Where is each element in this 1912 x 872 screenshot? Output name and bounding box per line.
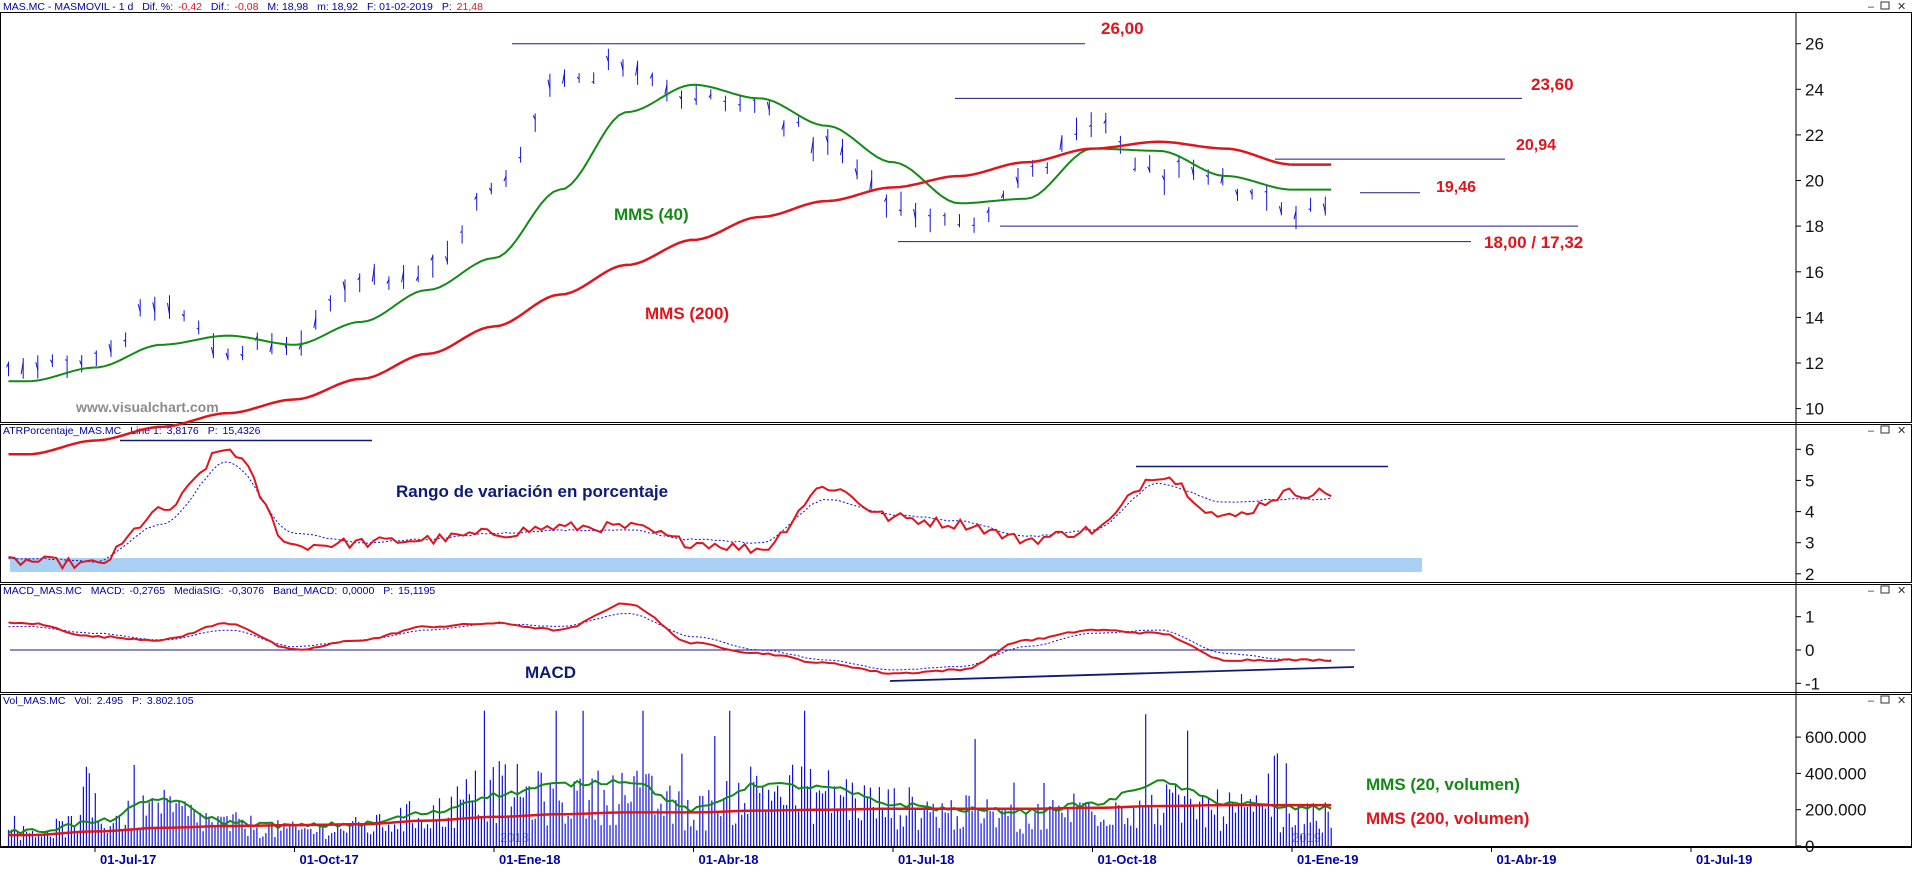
price-bar-tick: [65, 360, 67, 361]
atr-panel-controls[interactable]: ‒ ✕: [1868, 425, 1906, 437]
atr-annotation: Rango de variación en porcentaje: [396, 482, 668, 501]
price-y-tick-label: 12: [1805, 354, 1824, 373]
macd-panel-frame: [1, 585, 1912, 693]
volume-y-tick-label: 600.000: [1805, 728, 1866, 747]
atr-y-tick-label: 6: [1805, 440, 1814, 459]
volume-y-tick-label: 400.000: [1805, 764, 1866, 783]
atr-signal-line: [9, 462, 1332, 562]
level-label-26: 26,00: [1101, 19, 1144, 38]
level-label-23-60: 23,60: [1531, 75, 1574, 94]
y-axis-ticks: 10121416182022242623456-1010200.000400.0…: [1796, 35, 1866, 856]
x-axis-tick-label: 01-Abr-19: [1497, 852, 1557, 867]
ma40-label: MMS (40): [614, 205, 689, 224]
macd-signal-line: [9, 614, 1332, 670]
price-y-tick-label: 14: [1805, 308, 1824, 327]
price-panel-frame: [1, 13, 1912, 423]
minimize-icon[interactable]: ‒: [1868, 695, 1875, 707]
x-axis-tick-label: 01-Ene-18: [499, 852, 560, 867]
macd-y-tick-label: -1: [1805, 674, 1820, 693]
close-icon[interactable]: ✕: [1897, 425, 1906, 437]
x-axis-tick-label: 01-Oct-17: [300, 852, 359, 867]
close-icon[interactable]: ✕: [1897, 1, 1906, 13]
macd-line: [9, 604, 1332, 674]
macd-y-tick-label: 0: [1805, 641, 1814, 660]
level-label-18-17: 18,00 / 17,32: [1484, 233, 1583, 252]
price-y-tick-label: 10: [1805, 400, 1824, 419]
level-label-20-94: 20,94: [1516, 137, 1556, 154]
atr-band-rect: [10, 558, 1422, 572]
macd-annotation: MACD: [525, 663, 576, 682]
atr-line: [9, 450, 1332, 569]
atr-reference-band: [10, 558, 1422, 572]
maximize-icon[interactable]: [1881, 426, 1889, 433]
maximize-icon[interactable]: [1881, 696, 1889, 703]
volume-ma200-label: MMS (200, volumen): [1366, 809, 1529, 828]
volume-y-tick-label: 200.000: [1805, 801, 1866, 820]
atr-y-tick-label: 5: [1805, 471, 1814, 490]
atr-lines: [9, 450, 1332, 569]
maximize-icon[interactable]: [1881, 2, 1889, 9]
volume-panel-controls[interactable]: ‒ ✕: [1868, 695, 1906, 707]
price-symbol: MAS.MC - MASMOVIL - 1 d: [3, 1, 133, 13]
x-axis-tick-label: 01-Jul-19: [1696, 852, 1752, 867]
atr-y-tick-label: 4: [1805, 503, 1814, 522]
close-icon[interactable]: ✕: [1897, 695, 1906, 707]
price-y-tick-label: 24: [1805, 80, 1824, 99]
atr-panel-header: ATRPorcentaje_MAS.MC Line 1: 3,8176 P: 1…: [3, 425, 261, 437]
atr-y-tick-label: 3: [1805, 534, 1814, 553]
price-bar-tick: [1075, 134, 1077, 135]
x-axis-ticks: 01-Jul-17 01-Oct-17 01-Ene-18 01-Abr-18 01-J…: [95, 847, 1752, 867]
macd-panel-header: MACD_MAS.MC MACD: -0,2765 MediaSIG: -0,3…: [3, 585, 435, 597]
volume-panel-header: Vol_MAS.MC Vol: 2.495 P: 3.802.105: [3, 695, 194, 707]
price-y-tick-label: 18: [1805, 217, 1824, 236]
watermark: www.visualchart.com: [75, 399, 219, 415]
price-bar-tick: [460, 232, 462, 233]
macd-trend-line: [890, 667, 1354, 681]
close-icon[interactable]: ✕: [1897, 585, 1906, 597]
macd-y-tick-label: 1: [1805, 608, 1814, 627]
price-y-tick-label: 26: [1805, 35, 1824, 54]
macd-panel-controls[interactable]: ‒ ✕: [1868, 585, 1906, 597]
macd-lines: [9, 604, 1356, 674]
maximize-icon[interactable]: [1881, 586, 1889, 593]
level-label-19-46: 19,46: [1436, 179, 1476, 196]
price-panel-controls[interactable]: ‒ ✕: [1868, 1, 1906, 13]
price-y-tick-label: 22: [1805, 126, 1824, 145]
x-axis-tick-label: 01-Jul-17: [100, 852, 156, 867]
minimize-icon[interactable]: ‒: [1868, 425, 1875, 437]
x-axis-tick-label: 01-Ene-19: [1297, 852, 1358, 867]
volume-ma20-label: MMS (20, volumen): [1366, 775, 1520, 794]
volume-y-tick-label: 0: [1805, 837, 1814, 856]
minimize-icon[interactable]: ‒: [1868, 585, 1875, 597]
minimize-icon[interactable]: ‒: [1868, 1, 1875, 13]
atr-y-tick-label: 2: [1805, 565, 1814, 584]
x-axis-tick-label: 01-Jul-18: [898, 852, 954, 867]
price-panel-header: MAS.MC - MASMOVIL - 1 d Dif. %: -0,42 Di…: [3, 1, 483, 13]
price-y-tick-label: 20: [1805, 172, 1824, 191]
ma200-label: MMS (200): [645, 304, 729, 323]
x-axis-tick-label: 01-Abr-18: [699, 852, 759, 867]
volume-background-labels: 2018 2019: [500, 830, 1321, 845]
ma40-line: [9, 85, 1332, 381]
x-axis-tick-label: 01-Oct-18: [1098, 852, 1157, 867]
price-bar-tick: [94, 353, 96, 354]
price-y-tick-label: 16: [1805, 263, 1824, 282]
